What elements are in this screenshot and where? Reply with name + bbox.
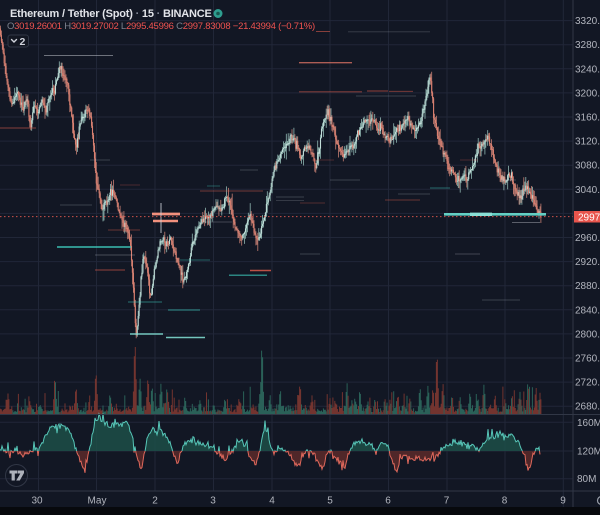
svg-text:O3019.26001 H3019.27002 L2995.: O3019.26001 H3019.27002 L2995.45996 C299… [7,21,315,32]
svg-text:30: 30 [31,496,43,507]
svg-text:2920.0: 2920.0 [575,257,600,268]
svg-text:2997.8: 2997.8 [578,213,600,224]
svg-text:6: 6 [385,496,391,507]
svg-text:2680.0: 2680.0 [575,402,600,413]
svg-text:2800.0: 2800.0 [575,329,600,340]
svg-text:3320.0: 3320.0 [575,16,600,27]
svg-text:3040.0: 3040.0 [575,185,600,196]
svg-text:80M: 80M [577,474,596,485]
svg-text:3280.0: 3280.0 [575,40,600,51]
svg-text:3200.0: 3200.0 [575,88,600,99]
svg-text:4: 4 [269,496,275,507]
svg-text:3080.0: 3080.0 [575,161,600,172]
svg-text:120M: 120M [577,447,600,458]
svg-text:2880.0: 2880.0 [575,281,600,292]
svg-text:3: 3 [210,496,216,507]
svg-text:May: May [88,496,107,507]
svg-text:7: 7 [444,496,450,507]
svg-text:3120.0: 3120.0 [575,137,600,148]
svg-text:3160.0: 3160.0 [575,113,600,124]
svg-text:9: 9 [560,496,566,507]
svg-text:8: 8 [502,496,508,507]
svg-text:2760.0: 2760.0 [575,354,600,365]
svg-text:Ethereum / Tether (Spot) · 15: Ethereum / Tether (Spot) · 15 · BINANCE [10,8,212,20]
svg-text:2: 2 [152,496,158,507]
svg-text:3240.0: 3240.0 [575,64,600,75]
svg-text:2960.0: 2960.0 [575,233,600,244]
svg-text:2: 2 [20,36,26,48]
svg-text:2840.0: 2840.0 [575,305,600,316]
svg-text:5: 5 [327,496,333,507]
svg-text:2720.0: 2720.0 [575,378,600,389]
svg-text:160M: 160M [577,418,600,429]
